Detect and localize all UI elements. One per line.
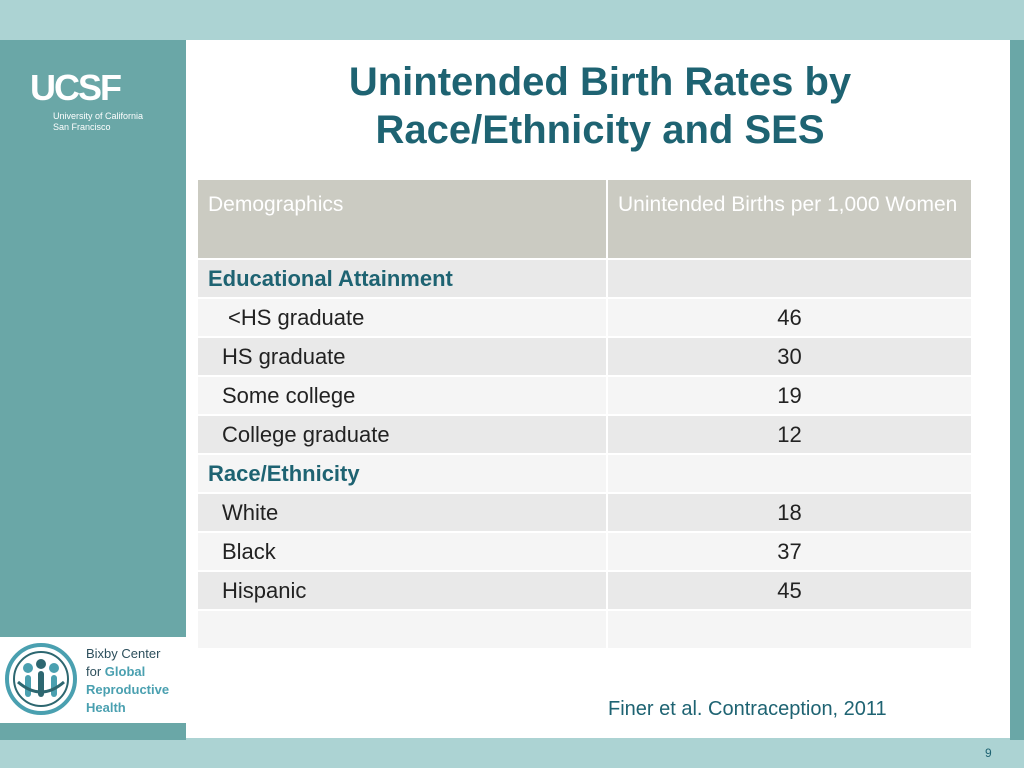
bixby-line-4: Health — [86, 700, 126, 715]
row-value: 45 — [606, 570, 973, 611]
row-label — [196, 609, 608, 650]
table-row: Black 37 — [196, 531, 973, 572]
row-value: 37 — [606, 531, 973, 572]
table-row: HS graduate 30 — [196, 336, 973, 377]
ucsf-line-2: San Francisco — [53, 122, 111, 132]
bixby-line-3: Reproductive — [86, 682, 170, 697]
row-value — [606, 453, 973, 494]
bixby-text: Bixby Center for Global Reproductive Hea… — [86, 645, 169, 717]
bixby-line-2-prefix: for — [86, 664, 105, 679]
table-row: <HS graduate 46 — [196, 297, 973, 338]
row-value: 46 — [606, 297, 973, 338]
row-value — [606, 258, 973, 299]
table-row: Some college 19 — [196, 375, 973, 416]
row-label: Race/Ethnicity — [196, 453, 608, 494]
slide-title: Unintended Birth Rates by Race/Ethnicity… — [230, 58, 970, 154]
row-label: Black — [196, 531, 608, 572]
header-unintended-births: Unintended Births per 1,000 Women — [606, 178, 973, 260]
bixby-line-2-global: Global — [104, 664, 146, 679]
table-row: White 18 — [196, 492, 973, 533]
header-demographics: Demographics — [196, 178, 608, 260]
slide-title-line-1: Unintended Birth Rates by — [348, 60, 852, 104]
row-value: 30 — [606, 336, 973, 377]
bixby-line-1: Bixby Center — [86, 646, 161, 661]
row-value: 12 — [606, 414, 973, 455]
row-label: Hispanic — [196, 570, 608, 611]
bixby-line-2: for Global — [86, 663, 169, 681]
right-strip — [1010, 40, 1024, 740]
row-label: White — [196, 492, 608, 533]
table-header-row: Demographics Unintended Births per 1,000… — [196, 178, 973, 260]
ucsf-subtitle: University of California San Francisco — [53, 111, 183, 133]
table-row: Race/Ethnicity — [196, 453, 973, 494]
row-value: 19 — [606, 375, 973, 416]
row-label: HS graduate — [196, 336, 608, 377]
ucsf-wordmark: UCSF — [30, 67, 122, 108]
bixby-logo: Bixby Center for Global Reproductive Hea… — [0, 637, 186, 723]
page-number: 9 — [985, 746, 992, 760]
bottom-bar — [0, 740, 1024, 768]
table-row: Hispanic 45 — [196, 570, 973, 611]
ucsf-line-1: University of California — [53, 111, 144, 121]
ucsf-logo: UCSF University of California San Franci… — [30, 70, 180, 140]
row-value — [606, 609, 973, 650]
table-row: Educational Attainment — [196, 258, 973, 299]
table-row — [196, 609, 973, 650]
top-bar — [0, 0, 1024, 40]
row-label: Educational Attainment — [196, 258, 608, 299]
left-sidebar — [0, 40, 186, 740]
demographics-table: Demographics Unintended Births per 1,000… — [196, 178, 973, 650]
citation: Finer et al. Contraception, 2011 — [608, 698, 887, 720]
row-label: Some college — [196, 375, 608, 416]
slide-title-line-2: Race/Ethnicity and SES — [375, 108, 825, 152]
row-value: 18 — [606, 492, 973, 533]
row-label: <HS graduate — [196, 297, 608, 338]
bixby-people-icon — [5, 643, 77, 715]
table-row: College graduate 12 — [196, 414, 973, 455]
row-label: College graduate — [196, 414, 608, 455]
